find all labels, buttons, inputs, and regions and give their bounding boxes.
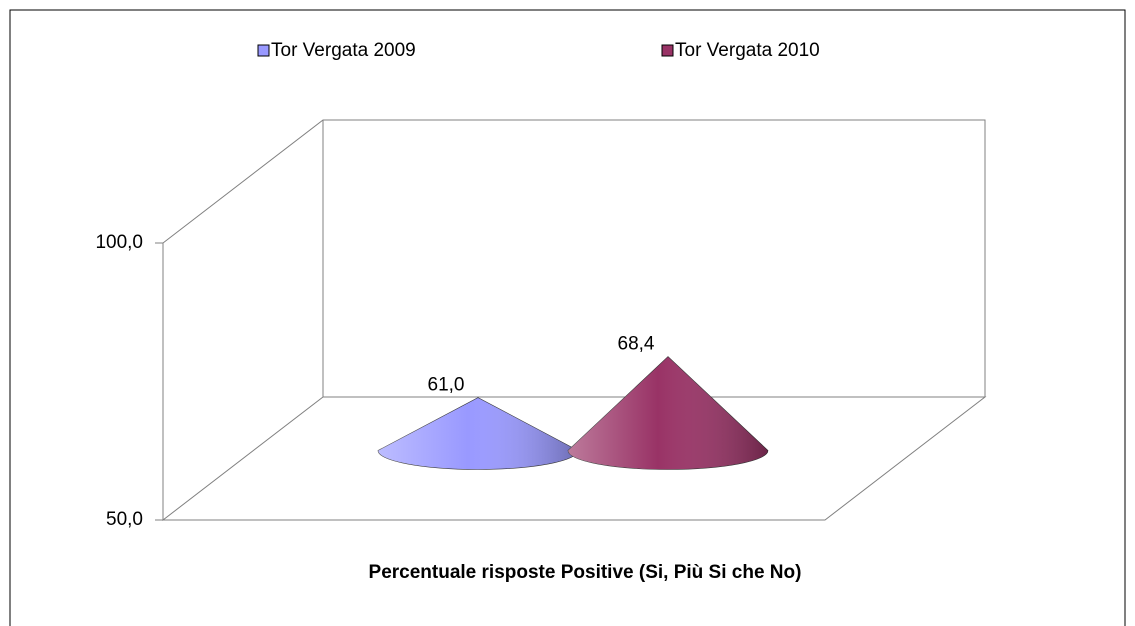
legend-swatch [257,44,270,57]
y-tick-label: 100,0 [95,232,143,253]
chart-border [9,9,1126,626]
value-label: 68,4 [618,334,655,355]
legend-swatch [661,44,674,57]
cone-shade [568,356,768,470]
y-tick-label: 50,0 [106,509,143,530]
cone-shade [378,397,578,470]
plot-frame [162,119,987,522]
x-axis-label: Percentuale risposte Positive (Si, Più S… [369,562,802,583]
legend-label: Tor Vergata 2009 [271,40,416,61]
value-label: 61,0 [428,375,465,396]
legend-label: Tor Vergata 2010 [675,40,820,61]
